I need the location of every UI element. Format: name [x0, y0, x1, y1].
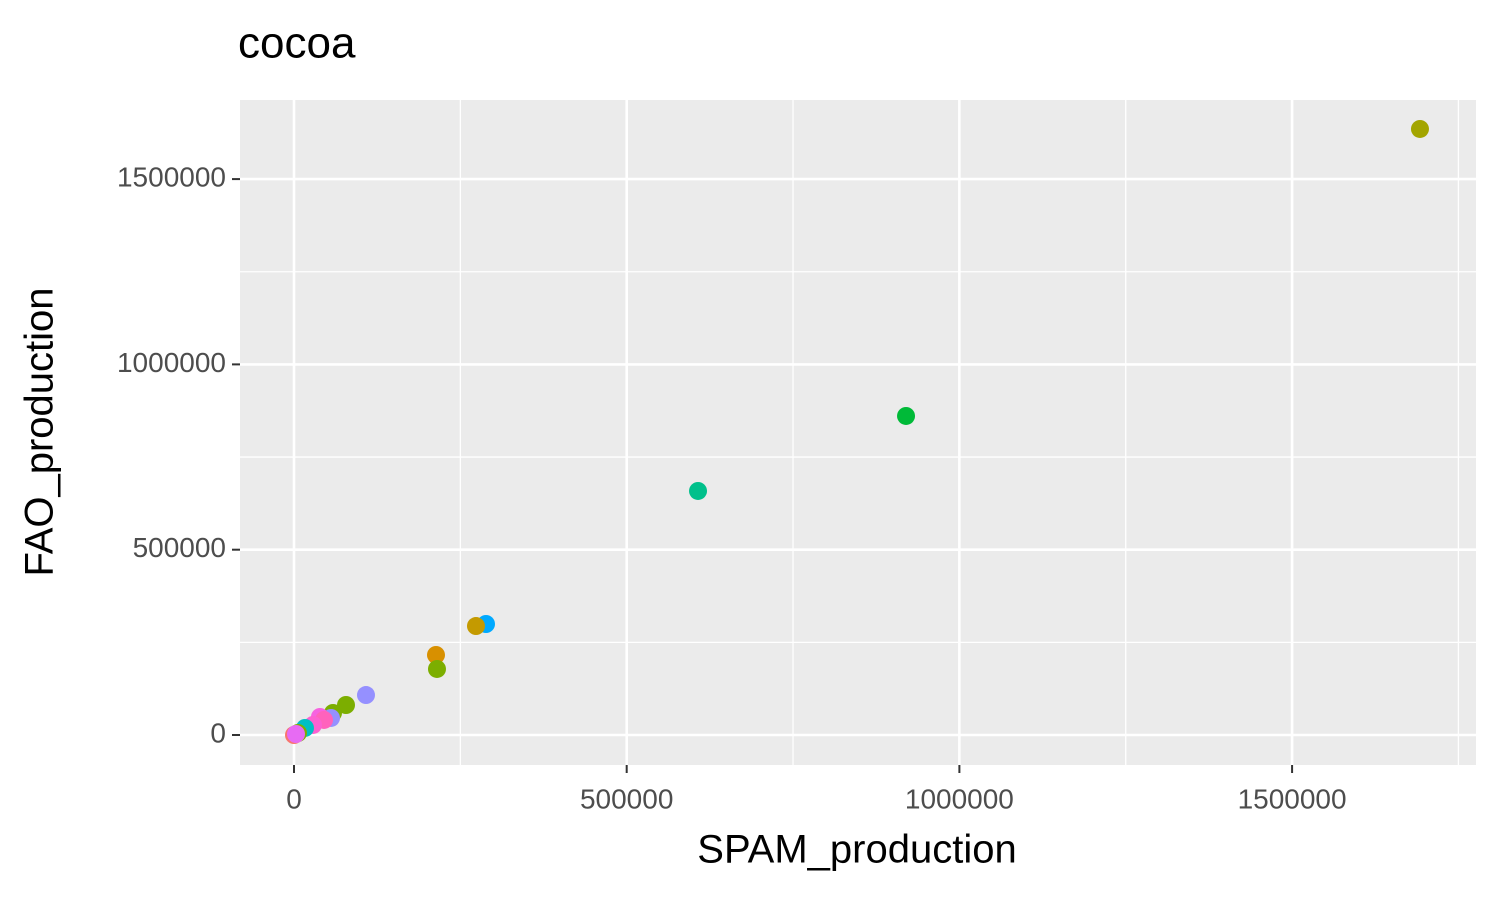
x-axis-title: SPAM_production: [697, 828, 1016, 872]
y-tick-label: 500000: [133, 532, 226, 563]
x-tick-label: 1000000: [905, 783, 1014, 814]
y-axis-title: FAO_production: [18, 287, 62, 576]
y-tick-label: 1500000: [117, 161, 226, 192]
x-tick-label: 500000: [580, 783, 673, 814]
chart-title: cocoa: [238, 19, 356, 68]
plot-panel: [240, 100, 1476, 765]
point: [897, 406, 916, 425]
y-tick-label: 0: [210, 717, 226, 748]
x-tick-label: 1500000: [1238, 783, 1347, 814]
y-tick-label: 1000000: [117, 347, 226, 378]
point: [336, 695, 355, 714]
point: [427, 659, 446, 678]
point: [356, 686, 375, 705]
point: [286, 724, 305, 743]
point: [426, 645, 445, 664]
point: [689, 481, 708, 500]
point: [466, 617, 485, 636]
point: [1410, 119, 1429, 138]
x-tick-label: 0: [286, 783, 302, 814]
